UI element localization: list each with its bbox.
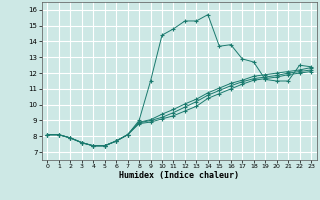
- X-axis label: Humidex (Indice chaleur): Humidex (Indice chaleur): [119, 171, 239, 180]
